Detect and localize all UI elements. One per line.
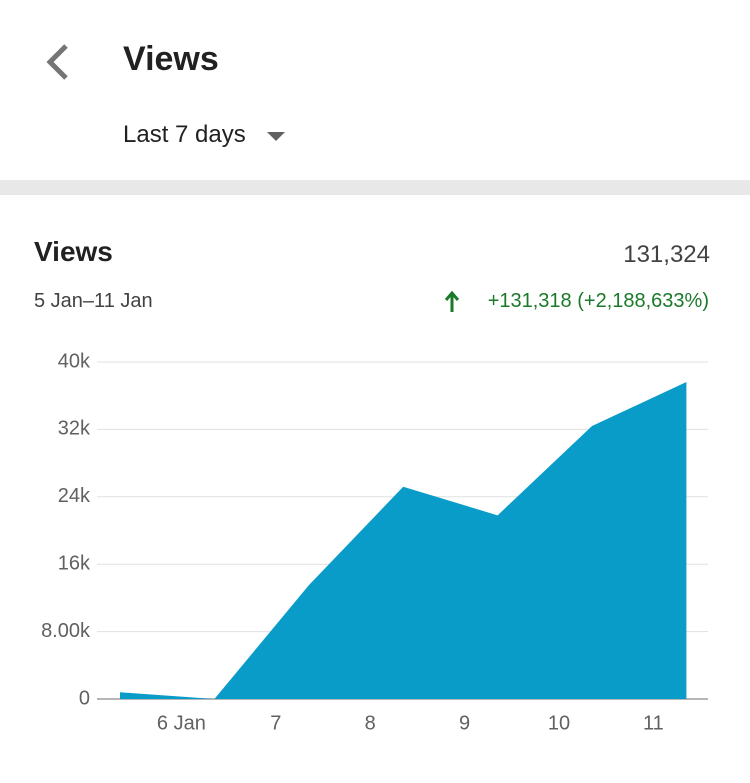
- date-range: 5 Jan–11 Jan: [34, 290, 153, 312]
- y-tick-label: 24k: [58, 485, 91, 507]
- separator: [0, 180, 750, 195]
- period-dropdown[interactable]: Last 7 days: [123, 121, 246, 148]
- x-tick-label: 11: [643, 712, 664, 734]
- y-tick-label: 32k: [58, 418, 91, 440]
- page-title: Views: [123, 40, 219, 78]
- up-arrow: [444, 290, 460, 312]
- card-title: Views: [34, 236, 113, 267]
- y-tick-label: 8.00k: [41, 620, 91, 642]
- area: [120, 382, 687, 699]
- x-tick-label: 7: [270, 712, 281, 734]
- header: Views Last 7 days: [0, 0, 750, 180]
- y-tick-label: 40k: [58, 350, 91, 372]
- y-tick-label: 16k: [58, 552, 91, 574]
- total: 131,324: [623, 241, 710, 268]
- x-tick-label: 9: [459, 712, 470, 734]
- y-tick-label: 0: [79, 687, 90, 709]
- change: +131,318 (+2,188,633%): [487, 290, 709, 312]
- x-tick-label: 8: [365, 712, 376, 734]
- x-tick-label: 6 Jan: [157, 712, 206, 734]
- x-tick-label: 10: [548, 712, 570, 734]
- back-button[interactable]: [40, 38, 80, 88]
- dropdown-caret[interactable]: [267, 132, 285, 141]
